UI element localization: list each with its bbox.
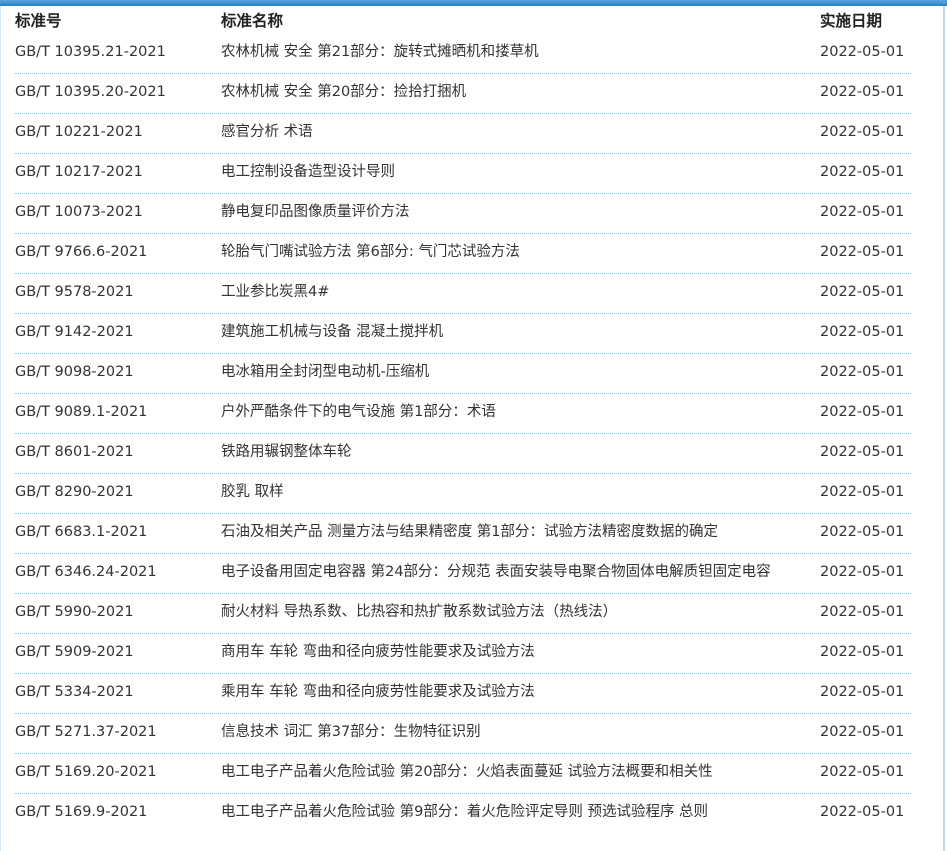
implementation-date: 2022-05-01 — [820, 364, 905, 380]
table-row: GB/T 5334-2021 乘用车 车轮 弯曲和径向疲劳性能要求及试验方法 202… — [0, 674, 943, 714]
left-border — [0, 6, 1, 851]
standard-code[interactable]: GB/T 9142-2021 — [15, 324, 134, 340]
table-row: GB/T 9766.6-2021 轮胎气门嘴试验方法 第6部分: 气门芯试验方法 2… — [0, 234, 943, 274]
table-row: GB/T 6683.1-2021 石油及相关产品 测量方法与结果精密度 第1部分：… — [0, 514, 943, 554]
standard-code[interactable]: GB/T 10217-2021 — [15, 164, 143, 180]
standard-code[interactable]: GB/T 5990-2021 — [15, 604, 134, 620]
right-border — [943, 6, 945, 851]
table-row: GB/T 6346.24-2021 电子设备用固定电容器 第24部分：分规范 表面… — [0, 554, 943, 594]
standard-name[interactable]: 轮胎气门嘴试验方法 第6部分: 气门芯试验方法 — [221, 244, 520, 260]
implementation-date: 2022-05-01 — [820, 644, 905, 660]
implementation-date: 2022-05-01 — [820, 564, 905, 580]
standard-name[interactable]: 信息技术 词汇 第37部分：生物特征识别 — [221, 724, 481, 740]
implementation-date: 2022-05-01 — [820, 724, 905, 740]
standard-code[interactable]: GB/T 9089.1-2021 — [15, 404, 148, 420]
standard-code[interactable]: GB/T 9578-2021 — [15, 284, 134, 300]
implementation-date: 2022-05-01 — [820, 524, 905, 540]
header-date: 实施日期 — [820, 12, 883, 30]
standard-code[interactable]: GB/T 6346.24-2021 — [15, 564, 157, 580]
standard-name[interactable]: 户外严酷条件下的电气设施 第1部分：术语 — [221, 404, 496, 420]
standard-code[interactable]: GB/T 5271.37-2021 — [15, 724, 157, 740]
implementation-date: 2022-05-01 — [820, 404, 905, 420]
implementation-date: 2022-05-01 — [820, 444, 905, 460]
standard-name[interactable]: 商用车 车轮 弯曲和径向疲劳性能要求及试验方法 — [221, 644, 535, 660]
table-row: GB/T 9142-2021 建筑施工机械与设备 混凝土搅拌机 2022-05-01 — [0, 314, 943, 354]
standard-name[interactable]: 耐火材料 导热系数、比热容和热扩散系数试验方法（热线法） — [221, 604, 618, 620]
table-row: GB/T 8601-2021 铁路用辗钢整体车轮 2022-05-01 — [0, 434, 943, 474]
table-row: GB/T 10217-2021 电工控制设备造型设计导则 2022-05-01 — [0, 154, 943, 194]
standard-code[interactable]: GB/T 9098-2021 — [15, 364, 134, 380]
standard-code[interactable]: GB/T 10395.20-2021 — [15, 84, 166, 100]
standards-table: 标准号 标准名称 实施日期 GB/T 10395.21-2021 农林机械 安全 … — [0, 6, 943, 834]
table-row: GB/T 5271.37-2021 信息技术 词汇 第37部分：生物特征识别 202… — [0, 714, 943, 754]
standard-name[interactable]: 静电复印品图像质量评价方法 — [221, 204, 410, 220]
header-name: 标准名称 — [221, 12, 284, 30]
standard-code[interactable]: GB/T 10073-2021 — [15, 204, 143, 220]
implementation-date: 2022-05-01 — [820, 284, 905, 300]
standard-name[interactable]: 建筑施工机械与设备 混凝土搅拌机 — [221, 324, 444, 340]
standard-code[interactable]: GB/T 8290-2021 — [15, 484, 134, 500]
standard-name[interactable]: 电工电子产品着火危险试验 第9部分：着火危险评定导则 预选试验程序 总则 — [221, 804, 709, 820]
implementation-date: 2022-05-01 — [820, 84, 905, 100]
standard-code[interactable]: GB/T 9766.6-2021 — [15, 244, 148, 260]
standard-name[interactable]: 电子设备用固定电容器 第24部分：分规范 表面安装导电聚合物固体电解质钽固定电容 — [221, 564, 771, 580]
standard-code[interactable]: GB/T 8601-2021 — [15, 444, 134, 460]
implementation-date: 2022-05-01 — [820, 804, 905, 820]
standard-name[interactable]: 电工控制设备造型设计导则 — [221, 164, 395, 180]
table-row: GB/T 5909-2021 商用车 车轮 弯曲和径向疲劳性能要求及试验方法 202… — [0, 634, 943, 674]
implementation-date: 2022-05-01 — [820, 244, 905, 260]
implementation-date: 2022-05-01 — [820, 324, 905, 340]
implementation-date: 2022-05-01 — [820, 44, 905, 60]
table-row: GB/T 5169.9-2021 电工电子产品着火危险试验 第9部分：着火危险评定… — [0, 794, 943, 834]
table-header: 标准号 标准名称 实施日期 — [0, 6, 943, 34]
standard-name[interactable]: 工业参比炭黑4# — [221, 284, 330, 300]
header-code: 标准号 — [15, 12, 62, 30]
table-row: GB/T 10073-2021 静电复印品图像质量评价方法 2022-05-01 — [0, 194, 943, 234]
standard-code[interactable]: GB/T 5169.9-2021 — [15, 804, 148, 820]
implementation-date: 2022-05-01 — [820, 604, 905, 620]
implementation-date: 2022-05-01 — [820, 484, 905, 500]
standard-code[interactable]: GB/T 5334-2021 — [15, 684, 134, 700]
standard-code[interactable]: GB/T 5169.20-2021 — [15, 764, 157, 780]
standard-name[interactable]: 农林机械 安全 第21部分：旋转式摊晒机和搂草机 — [221, 44, 539, 60]
table-row: GB/T 8290-2021 胶乳 取样 2022-05-01 — [0, 474, 943, 514]
table-row: GB/T 10221-2021 感官分析 术语 2022-05-01 — [0, 114, 943, 154]
standard-name[interactable]: 乘用车 车轮 弯曲和径向疲劳性能要求及试验方法 — [221, 684, 535, 700]
top-header-bar — [0, 0, 947, 6]
table-row: GB/T 9089.1-2021 户外严酷条件下的电气设施 第1部分：术语 2022… — [0, 394, 943, 434]
standard-code[interactable]: GB/T 6683.1-2021 — [15, 524, 148, 540]
implementation-date: 2022-05-01 — [820, 164, 905, 180]
implementation-date: 2022-05-01 — [820, 204, 905, 220]
standard-name[interactable]: 电工电子产品着火危险试验 第20部分：火焰表面蔓延 试验方法概要和相关性 — [221, 764, 713, 780]
standard-name[interactable]: 农林机械 安全 第20部分：捡拾打捆机 — [221, 84, 467, 100]
standard-name[interactable]: 石油及相关产品 测量方法与结果精密度 第1部分：试验方法精密度数据的确定 — [221, 524, 718, 540]
standard-name[interactable]: 胶乳 取样 — [221, 484, 284, 500]
standard-name[interactable]: 感官分析 术语 — [221, 124, 313, 140]
implementation-date: 2022-05-01 — [820, 764, 905, 780]
standard-code[interactable]: GB/T 10395.21-2021 — [15, 44, 166, 60]
standard-name[interactable]: 铁路用辗钢整体车轮 — [221, 444, 352, 460]
implementation-date: 2022-05-01 — [820, 124, 905, 140]
implementation-date: 2022-05-01 — [820, 684, 905, 700]
table-row: GB/T 9578-2021 工业参比炭黑4# 2022-05-01 — [0, 274, 943, 314]
table-row: GB/T 10395.20-2021 农林机械 安全 第20部分：捡拾打捆机 202… — [0, 74, 943, 114]
standard-code[interactable]: GB/T 10221-2021 — [15, 124, 143, 140]
table-row: GB/T 9098-2021 电冰箱用全封闭型电动机-压缩机 2022-05-01 — [0, 354, 943, 394]
standard-name[interactable]: 电冰箱用全封闭型电动机-压缩机 — [221, 364, 430, 380]
table-row: GB/T 5990-2021 耐火材料 导热系数、比热容和热扩散系数试验方法（热线… — [0, 594, 943, 634]
table-row: GB/T 10395.21-2021 农林机械 安全 第21部分：旋转式摊晒机和搂… — [0, 34, 943, 74]
table-row: GB/T 5169.20-2021 电工电子产品着火危险试验 第20部分：火焰表面… — [0, 754, 943, 794]
standard-code[interactable]: GB/T 5909-2021 — [15, 644, 134, 660]
